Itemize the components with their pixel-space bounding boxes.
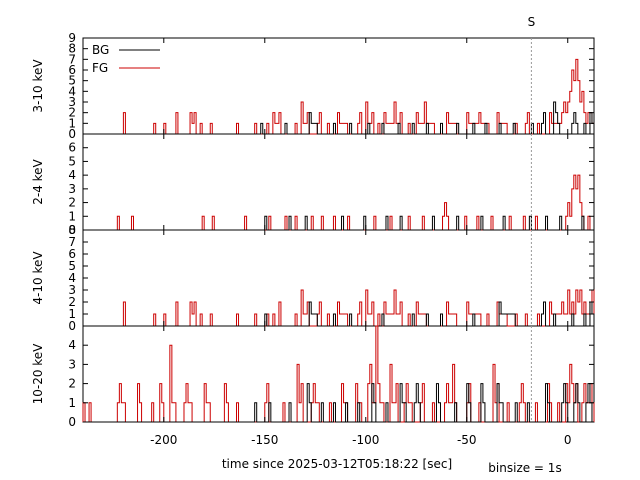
y-tick-label: 9 xyxy=(68,31,76,45)
panel-label: 10-20 keV xyxy=(31,343,45,405)
series-fg-line xyxy=(83,174,594,231)
y-tick-label: 4 xyxy=(68,168,76,182)
y-tick-label: 6 xyxy=(68,141,76,155)
y-tick-label: 0 xyxy=(68,127,76,141)
y-tick-label: 7 xyxy=(68,52,76,66)
panel-label: 2-4 keV xyxy=(31,158,45,204)
series-fg-line xyxy=(83,289,595,327)
y-tick-label: 2 xyxy=(68,196,76,210)
y-tick-label: 3 xyxy=(68,182,76,196)
legend-label-fg: FG xyxy=(92,61,108,75)
y-tick-label: 0 xyxy=(68,415,76,429)
x-tick-label: -200 xyxy=(150,433,177,447)
y-tick-label: 8 xyxy=(68,223,76,237)
y-tick-label: 2 xyxy=(68,295,76,309)
series-layer xyxy=(82,58,595,423)
y-tick-label: 0 xyxy=(68,319,76,333)
y-tick-label: 6 xyxy=(68,63,76,77)
marker-label: S xyxy=(528,15,536,29)
series-bg-line xyxy=(83,301,595,327)
y-tick-label: 1 xyxy=(68,116,76,130)
y-tick-label: 3 xyxy=(68,283,76,297)
y-tick-label: 5 xyxy=(68,74,76,88)
y-tick-label: 4 xyxy=(68,84,76,98)
y-tick-label: 5 xyxy=(68,154,76,168)
series-fg-line xyxy=(83,58,595,135)
y-tick-label: 1 xyxy=(68,209,76,223)
x-axis-label: time since 2025-03-12T05:18:22 [sec] xyxy=(222,457,452,471)
legend: BG FG xyxy=(92,43,160,75)
y-tick-label: 2 xyxy=(68,377,76,391)
series-bg-line xyxy=(83,383,594,423)
panel-frame xyxy=(82,133,595,231)
series-bg-line xyxy=(83,101,595,135)
y-tick-label: 5 xyxy=(68,259,76,273)
panel-frame xyxy=(82,229,595,327)
y-tick-label: 3 xyxy=(68,95,76,109)
series-bg-line xyxy=(83,215,594,231)
y-tick-label: 1 xyxy=(68,396,76,410)
panel-frame xyxy=(82,37,595,135)
y-tick-label: 7 xyxy=(68,235,76,249)
y-tick-label: 8 xyxy=(68,42,76,56)
x-tick-label: -50 xyxy=(457,433,477,447)
y-tick-label: 2 xyxy=(68,106,76,120)
x-tick-label: -100 xyxy=(352,433,379,447)
y-tick-label: 1 xyxy=(68,307,76,321)
y-tick-label: 4 xyxy=(68,271,76,285)
legend-label-bg: BG xyxy=(92,43,109,57)
panel-label: 3-10 keV xyxy=(31,59,45,113)
y-tick-label: 0 xyxy=(68,223,76,237)
panel-label: 4-10 keV xyxy=(31,251,45,305)
binsize-label: binsize = 1s xyxy=(488,461,561,475)
x-tick-label: 0 xyxy=(564,433,572,447)
y-tick-label: 6 xyxy=(68,247,76,261)
y-tick-label: 4 xyxy=(68,338,76,352)
y-tick-label: 3 xyxy=(68,357,76,371)
x-tick-label: -150 xyxy=(251,433,278,447)
